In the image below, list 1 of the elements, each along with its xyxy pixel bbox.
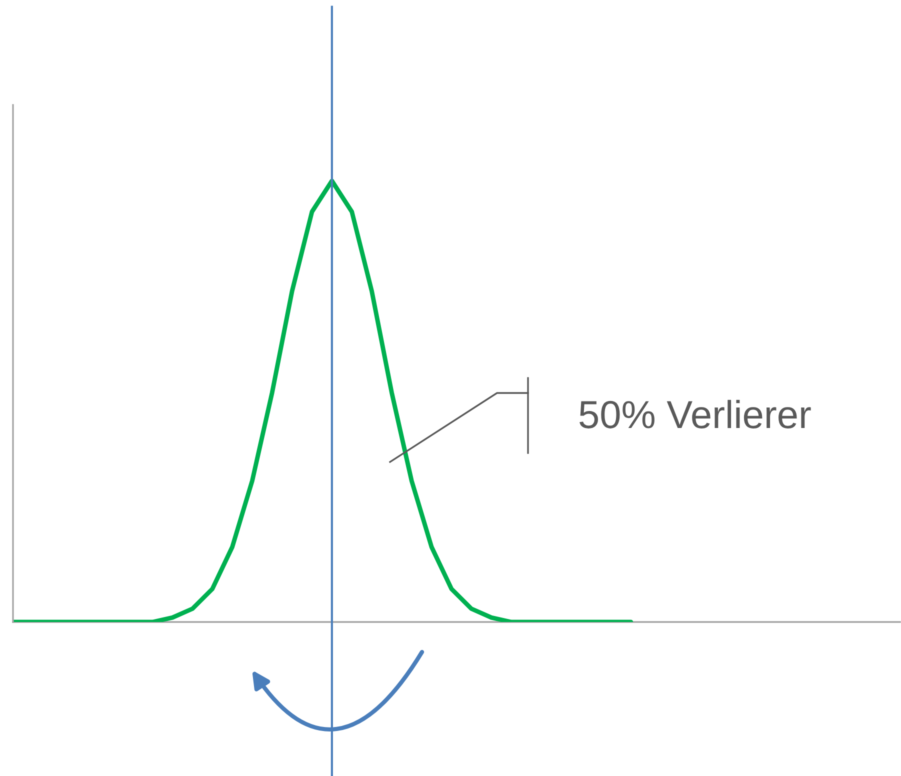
annotation: 50% Verlierer [580,400,811,428]
